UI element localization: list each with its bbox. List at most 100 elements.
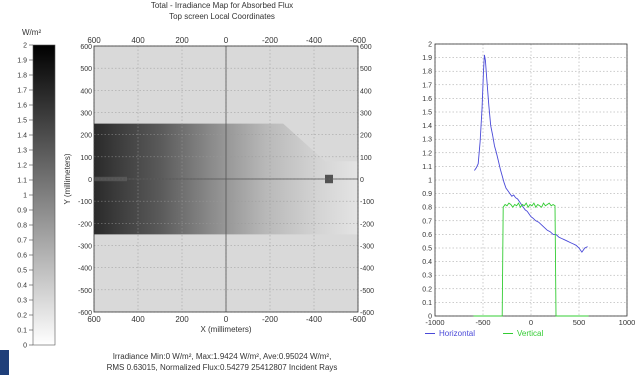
colorbar-tick-label: 0.8 bbox=[17, 223, 27, 230]
heatmap-y-tick-label-left: -500 bbox=[78, 288, 92, 295]
heatmap-y-tick-label-right: 200 bbox=[360, 133, 372, 140]
colorbar-tick-label: 1.9 bbox=[17, 58, 27, 65]
profile-x-tick-label: 1000 bbox=[619, 318, 636, 327]
heatmap-x-tick-label-bottom: -600 bbox=[350, 315, 367, 324]
heatmap-x-tick-label-top: 400 bbox=[131, 36, 145, 45]
profile-x-tick-label: -500 bbox=[475, 318, 490, 327]
heatmap-y-tick-label-right: -600 bbox=[360, 310, 374, 317]
heatmap-x-tick-label-top: -600 bbox=[350, 36, 367, 45]
heatmap-x-tick-label-top: -200 bbox=[262, 36, 279, 45]
heatmap-x-tick-label-top: 200 bbox=[175, 36, 189, 45]
heatmap-y-tick-label-right: -200 bbox=[360, 221, 374, 228]
colorbar-tick-label: 1.6 bbox=[17, 103, 27, 110]
heatmap-y-tick-label-right: 0 bbox=[360, 177, 364, 184]
heatmap-y-tick-label-left: -100 bbox=[78, 199, 92, 206]
heatmap-x-tick-label-bottom: 400 bbox=[131, 315, 145, 324]
profile-y-tick-label: 1.2 bbox=[422, 150, 432, 157]
colorbar-tick-label: 0.3 bbox=[17, 298, 27, 305]
profile-y-tick-label: 0.9 bbox=[422, 191, 432, 198]
heatmap-y-tick-label-left: 600 bbox=[80, 44, 92, 51]
profile-y-tick-label: 0.5 bbox=[422, 246, 432, 253]
heatmap-y-axis-label: Y (millimeters) bbox=[63, 153, 72, 204]
heatmap-y-tick-label-right: 300 bbox=[360, 111, 372, 118]
heatmap-y-tick-label-left: 400 bbox=[80, 88, 92, 95]
chart-subtitle: Top screen Local Coordinates bbox=[169, 12, 275, 21]
heatmap-y-tick-label-right: 400 bbox=[360, 88, 372, 95]
colorbar-tick-label: 0.5 bbox=[17, 268, 27, 275]
profile-y-tick-label: 1.3 bbox=[422, 137, 432, 144]
colorbar-tick-label: 1.3 bbox=[17, 148, 27, 155]
series-line-horizontal bbox=[474, 54, 588, 253]
colorbar-tick-label: 0.2 bbox=[17, 313, 27, 320]
heatmap-x-tick-label-bottom: 0 bbox=[224, 315, 229, 324]
profile-y-tick-label: 1.8 bbox=[422, 69, 432, 76]
profile-x-tick-label: -1000 bbox=[425, 318, 444, 327]
profile-y-tick-label: 1.6 bbox=[422, 96, 432, 103]
profile-y-tick-label: 1.5 bbox=[422, 110, 432, 117]
heatmap-x-axis-label: X (millimeters) bbox=[200, 325, 251, 334]
heatmap-y-tick-label-right: 100 bbox=[360, 155, 372, 162]
irradiance-map: 60060040040020020000-200-200-400-400-600… bbox=[63, 36, 374, 334]
profile-y-tick-label: 0 bbox=[428, 314, 432, 321]
heatmap-y-tick-label-left: 0 bbox=[88, 177, 92, 184]
colorbar-tick-label: 2 bbox=[23, 43, 27, 50]
profile-line-chart: -1000 -500 0 500 1000 0 0.1 0.2 0.3 0.4 0.5 0.6 0.7 0… bbox=[422, 42, 636, 339]
stats-line-2: RMS 0.63015, Normalized Flux:0.54279 254… bbox=[106, 363, 338, 372]
colorbar-tick-label: 0.1 bbox=[17, 328, 27, 335]
legend-label-horizontal: Horizontal bbox=[439, 329, 475, 338]
colorbar-gradient bbox=[32, 44, 56, 346]
colorbar-tick-label: 1.1 bbox=[17, 178, 27, 185]
profile-frame bbox=[434, 43, 628, 317]
heatmap-x-tick-label-bottom: 200 bbox=[175, 315, 189, 324]
heatmap-y-tick-label-left: 500 bbox=[80, 66, 92, 73]
profile-y-tick-label: 0.4 bbox=[422, 259, 432, 266]
colorbar-tick-label: 1.8 bbox=[17, 73, 27, 80]
colorbar: 2 1.9 1.8 1.7 1.6 1.5 1.4 1.3 1.2 1.1 1 0.9 0.8 0.7 0.… bbox=[17, 43, 56, 350]
profile-y-tick-label: 0.6 bbox=[422, 232, 432, 239]
profile-y-tick-label: 2 bbox=[428, 42, 432, 49]
profile-y-tick-label: 1.9 bbox=[422, 55, 432, 62]
colorbar-tick-label: 1.5 bbox=[17, 118, 27, 125]
heatmap-y-tick-label-left: 300 bbox=[80, 111, 92, 118]
legend-label-vertical: Vertical bbox=[517, 329, 543, 338]
heatmap-y-tick-label-right: 600 bbox=[360, 44, 372, 51]
colorbar-tick-label: 0.6 bbox=[17, 253, 27, 260]
colorbar-tick-label: 0.4 bbox=[17, 283, 27, 290]
profile-y-tick-label: 1.4 bbox=[422, 123, 432, 130]
heatmap-y-tick-label-left: -400 bbox=[78, 266, 92, 273]
heatmap-y-tick-label-right: -300 bbox=[360, 244, 374, 251]
colorbar-tick-label: 1.2 bbox=[17, 163, 27, 170]
profile-y-tick-label: 1.7 bbox=[422, 82, 432, 89]
profile-y-tick-label: 0.3 bbox=[422, 273, 432, 280]
heatmap-y-tick-label-left: 100 bbox=[80, 155, 92, 162]
profile-x-tick-label: 0 bbox=[529, 318, 533, 327]
heatmap-x-tick-label-top: 0 bbox=[224, 36, 229, 45]
heatmap-x-tick-label-top: -400 bbox=[306, 36, 323, 45]
colorbar-tick-label: 0.9 bbox=[17, 208, 27, 215]
profile-y-tick-label: 0.7 bbox=[422, 218, 432, 225]
heatmap-frame bbox=[93, 45, 359, 313]
colorbar-tick-label: 1 bbox=[23, 193, 27, 200]
profile-y-tick-label: 0.2 bbox=[422, 286, 432, 293]
heatmap-x-tick-label-bottom: -400 bbox=[306, 315, 323, 324]
profile-y-tick-label: 1 bbox=[428, 178, 432, 185]
heatmap-y-tick-label-right: -500 bbox=[360, 288, 374, 295]
heatmap-y-tick-label-right: 500 bbox=[360, 66, 372, 73]
heatmap-x-tick-label-top: 600 bbox=[87, 36, 101, 45]
profile-x-tick-label: 500 bbox=[573, 318, 586, 327]
heatmap-x-tick-label-bottom: 600 bbox=[87, 315, 101, 324]
heatmap-x-tick-label-bottom: -200 bbox=[262, 315, 279, 324]
heatmap-y-tick-label-left: 200 bbox=[80, 133, 92, 140]
colorbar-tick-label: 1.7 bbox=[17, 88, 27, 95]
corner-decoration bbox=[0, 350, 9, 375]
heatmap-y-tick-label-left: -300 bbox=[78, 244, 92, 251]
heatmap-y-tick-label-right: -100 bbox=[360, 199, 374, 206]
colorbar-tick-label: 1.4 bbox=[17, 133, 27, 140]
colorbar-tick-label: 0.7 bbox=[17, 238, 27, 245]
heatmap-y-tick-label-left: -200 bbox=[78, 221, 92, 228]
stats-line-1: Irradiance Min:0 W/m², Max:1.9424 W/m², … bbox=[112, 352, 332, 361]
profile-y-tick-label: 0.1 bbox=[422, 300, 432, 307]
chart-title: Total - Irradiance Map for Absorbed Flux bbox=[150, 1, 294, 10]
colorbar-tick-label: 0 bbox=[23, 343, 27, 350]
colorbar-unit-label: W/m² bbox=[22, 28, 42, 37]
